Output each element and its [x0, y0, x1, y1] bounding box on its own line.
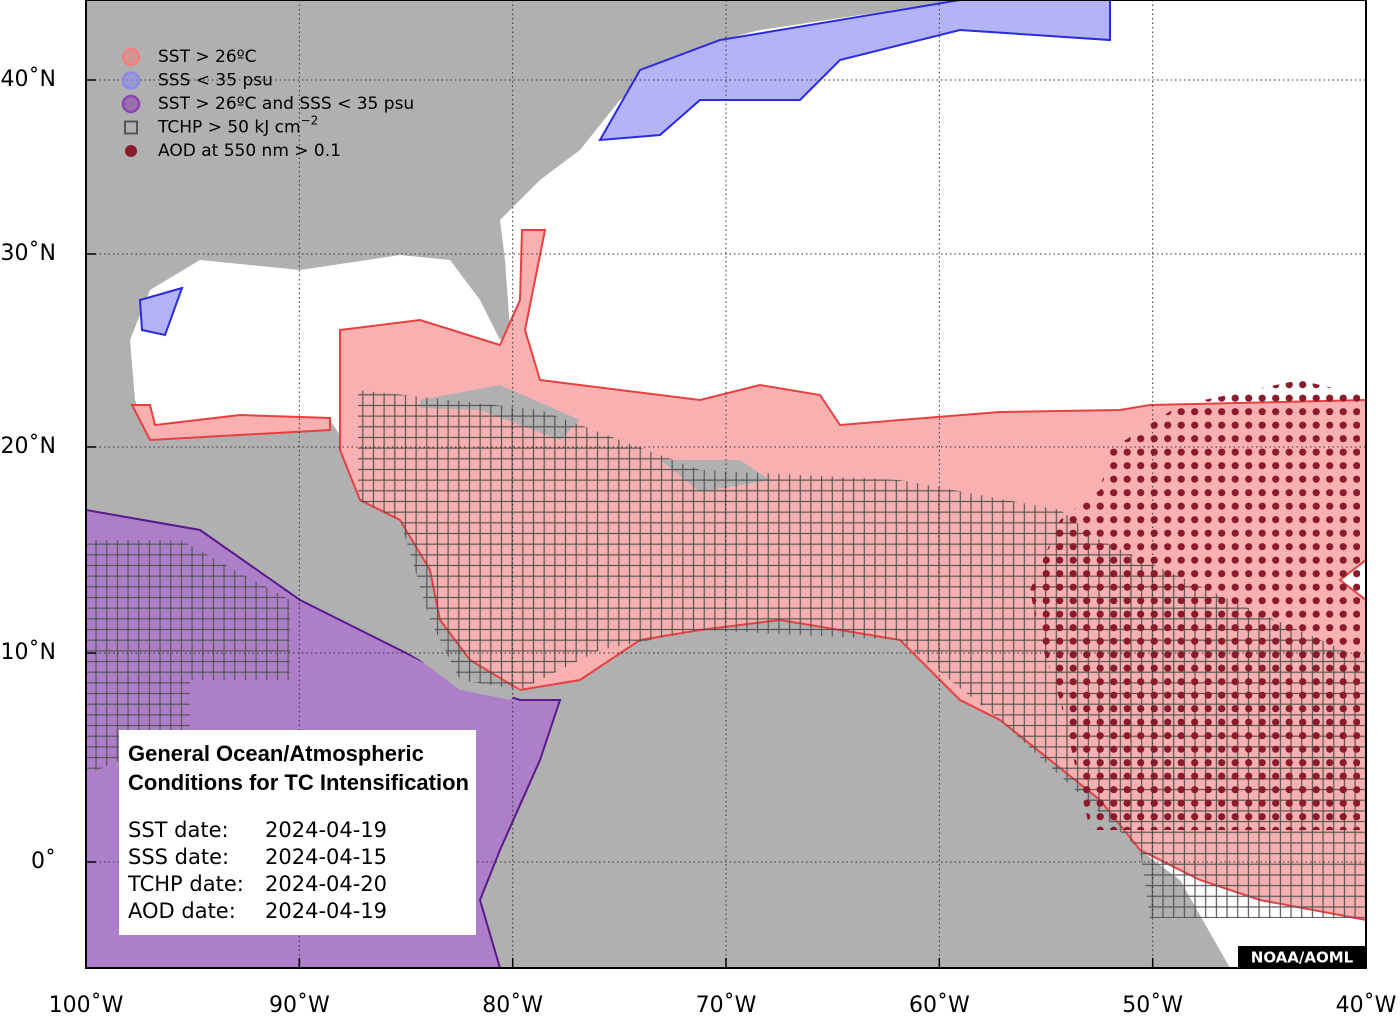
legend-swatch [121, 47, 141, 67]
y-tick-label: 40˚N [1, 67, 56, 92]
info-box-bg [119, 730, 476, 935]
x-tick-label: 40˚W [1336, 993, 1397, 1018]
sst-mexico [130, 404, 331, 442]
date-value: 2024-04-20 [265, 872, 387, 896]
x-tick-label: 100˚W [49, 993, 124, 1018]
info-title: General Ocean/Atmospheric [128, 741, 424, 766]
y-tick-label: 0˚ [31, 849, 56, 874]
legend-text: AOD at 550 nm > 0.1 [158, 141, 341, 161]
date-value: 2024-04-19 [265, 818, 387, 842]
legend-text: SST > 26ºC [158, 47, 257, 67]
info-dates: SST date: 2024-04-19 SSS date: 2024-04-15 TC… [127, 818, 387, 923]
credit: NOAA/AOML [1251, 949, 1354, 967]
legend-label: AOD at 550 nm > 0.1 [158, 141, 341, 161]
tchp-grid-pacific [86, 540, 290, 775]
legend-swatch [124, 120, 138, 135]
x-tick-label: 60˚W [909, 993, 970, 1018]
credit-bg [1238, 946, 1366, 968]
date-value: 2024-04-19 [265, 899, 387, 923]
aod-dots [1030, 380, 1360, 830]
legend-swatch [125, 145, 137, 157]
date-label: SST date: [128, 818, 229, 842]
legend-text: SST > 26ºC and SSS < 35 psu [158, 94, 414, 114]
y-tick-label: 20˚N [1, 434, 56, 459]
legend-label: SST > 26ºC [158, 47, 257, 67]
land-central-america [200, 525, 520, 700]
legend-label: SST > 26ºC and SSS < 35 psu [158, 94, 414, 114]
sss-gulf [138, 286, 184, 337]
legend-text: TCHP > 50 kJ cm [157, 118, 301, 138]
legend-swatch [121, 71, 141, 90]
info-title: Conditions for TC Intensification [128, 770, 469, 795]
legend-superscript: −2 [301, 113, 319, 127]
y-tick-label: 30˚N [1, 241, 56, 266]
map-frame [85, 0, 1367, 969]
x-tick-label: 80˚W [482, 993, 543, 1018]
date-label: SSS date: [128, 845, 229, 869]
legend-label: SSS < 35 psu [158, 71, 273, 91]
legend-label: TCHP > 50 kJ cm−2 [157, 113, 318, 138]
date-label: AOD date: [128, 899, 236, 923]
y-tick-label: 10˚N [1, 640, 56, 665]
date-value: 2024-04-15 [265, 845, 387, 869]
x-tick-label: 50˚W [1122, 993, 1183, 1018]
x-tick-label: 90˚W [269, 993, 330, 1018]
legend-text: SSS < 35 psu [158, 71, 273, 91]
legend-swatch [121, 94, 141, 114]
date-label: TCHP date: [127, 872, 244, 896]
info-box: General Ocean/Atmospheric Conditions for… [119, 730, 476, 935]
legend: SST > 26ºC SSS < 35 psu SST > 26ºC and SSS… [121, 47, 414, 161]
sss-north [598, 0, 1111, 142]
x-tick-label: 70˚W [696, 993, 757, 1018]
